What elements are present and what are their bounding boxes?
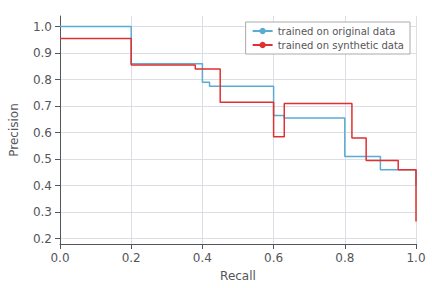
- svg-text:1.0: 1.0: [33, 20, 52, 34]
- svg-text:0.6: 0.6: [33, 126, 52, 140]
- svg-text:0.2: 0.2: [33, 232, 52, 246]
- svg-text:0.4: 0.4: [33, 179, 52, 193]
- svg-text:0.3: 0.3: [33, 205, 52, 219]
- svg-text:0.9: 0.9: [33, 46, 52, 60]
- svg-text:0.2: 0.2: [122, 251, 141, 265]
- svg-text:0.5: 0.5: [33, 152, 52, 166]
- svg-text:0.8: 0.8: [33, 73, 52, 87]
- svg-text:0.6: 0.6: [264, 251, 283, 265]
- svg-text:Precision: Precision: [7, 103, 21, 157]
- svg-text:0.7: 0.7: [33, 99, 52, 113]
- svg-text:1.0: 1.0: [406, 251, 425, 265]
- svg-text:0.0: 0.0: [50, 251, 69, 265]
- svg-text:0.4: 0.4: [193, 251, 212, 265]
- svg-text:trained on synthetic data: trained on synthetic data: [278, 40, 404, 51]
- svg-text:trained on original data: trained on original data: [278, 26, 396, 37]
- svg-text:Recall: Recall: [220, 269, 256, 283]
- svg-text:0.8: 0.8: [335, 251, 354, 265]
